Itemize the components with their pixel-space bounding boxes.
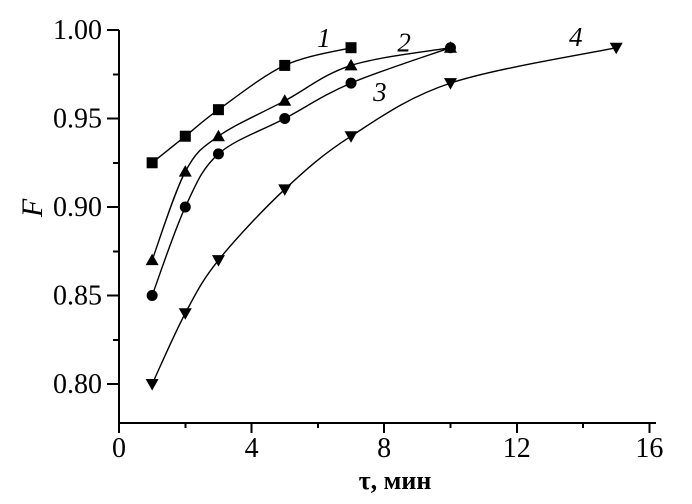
curve-label-2: 2 [397, 27, 411, 57]
series-4 [145, 42, 623, 391]
x-axis-title: τ, мин [358, 466, 432, 495]
circle-marker-icon [279, 113, 291, 125]
triangle-down-marker-icon [145, 379, 159, 391]
triangle-up-marker-icon [344, 58, 358, 71]
triangle-down-marker-icon [609, 42, 623, 55]
triangle-up-marker-icon [178, 165, 192, 177]
triangle-up-marker-icon [211, 129, 225, 142]
triangle-down-marker-icon [344, 131, 358, 143]
y-tick-label: 0.80 [53, 369, 102, 400]
square-marker-icon [146, 157, 158, 169]
circle-marker-icon [444, 42, 456, 54]
triangle-up-marker-icon [145, 253, 159, 266]
x-tick-label: 4 [245, 433, 259, 464]
curve-label-3: 3 [372, 77, 387, 107]
x-tick-label: 12 [503, 433, 531, 464]
series-2-curve [151, 47, 451, 261]
curve-label-1: 1 [317, 23, 331, 53]
triangle-up-marker-icon [278, 94, 292, 106]
circle-marker-icon [212, 148, 224, 160]
y-tick-label: 1.00 [53, 15, 102, 46]
square-marker-icon [179, 130, 191, 142]
square-marker-icon [279, 59, 291, 71]
y-axis-ticks: 1.00 0.95 0.90 0.85 0.80 [53, 15, 119, 400]
y-tick-label: 0.90 [53, 192, 102, 223]
triangle-down-marker-icon [443, 78, 457, 90]
curve-labels: 1 23 4 [317, 22, 582, 107]
triangle-down-marker-icon [178, 308, 192, 320]
curve-label-4: 4 [569, 22, 583, 52]
circle-marker-icon [146, 290, 158, 302]
x-axis-ticks: 0 4 8 12 16 [112, 423, 663, 464]
series-1-curve [151, 47, 352, 164]
x-tick-label: 8 [377, 433, 391, 464]
axes [118, 30, 656, 424]
series-3-curve [151, 47, 451, 296]
circle-marker-icon [345, 77, 357, 89]
square-marker-icon [345, 42, 357, 54]
series-1 [146, 42, 357, 169]
circle-marker-icon [179, 201, 191, 213]
series-2 [145, 41, 457, 266]
y-tick-label: 0.95 [53, 104, 102, 135]
triangle-down-marker-icon [278, 184, 292, 196]
series-3 [146, 42, 456, 302]
x-tick-label: 0 [112, 433, 126, 464]
square-marker-icon [212, 104, 224, 116]
x-tick-label: 16 [635, 433, 663, 464]
triangle-down-marker-icon [211, 255, 225, 267]
y-tick-label: 0.85 [53, 281, 102, 312]
y-axis-title: F [16, 198, 49, 218]
